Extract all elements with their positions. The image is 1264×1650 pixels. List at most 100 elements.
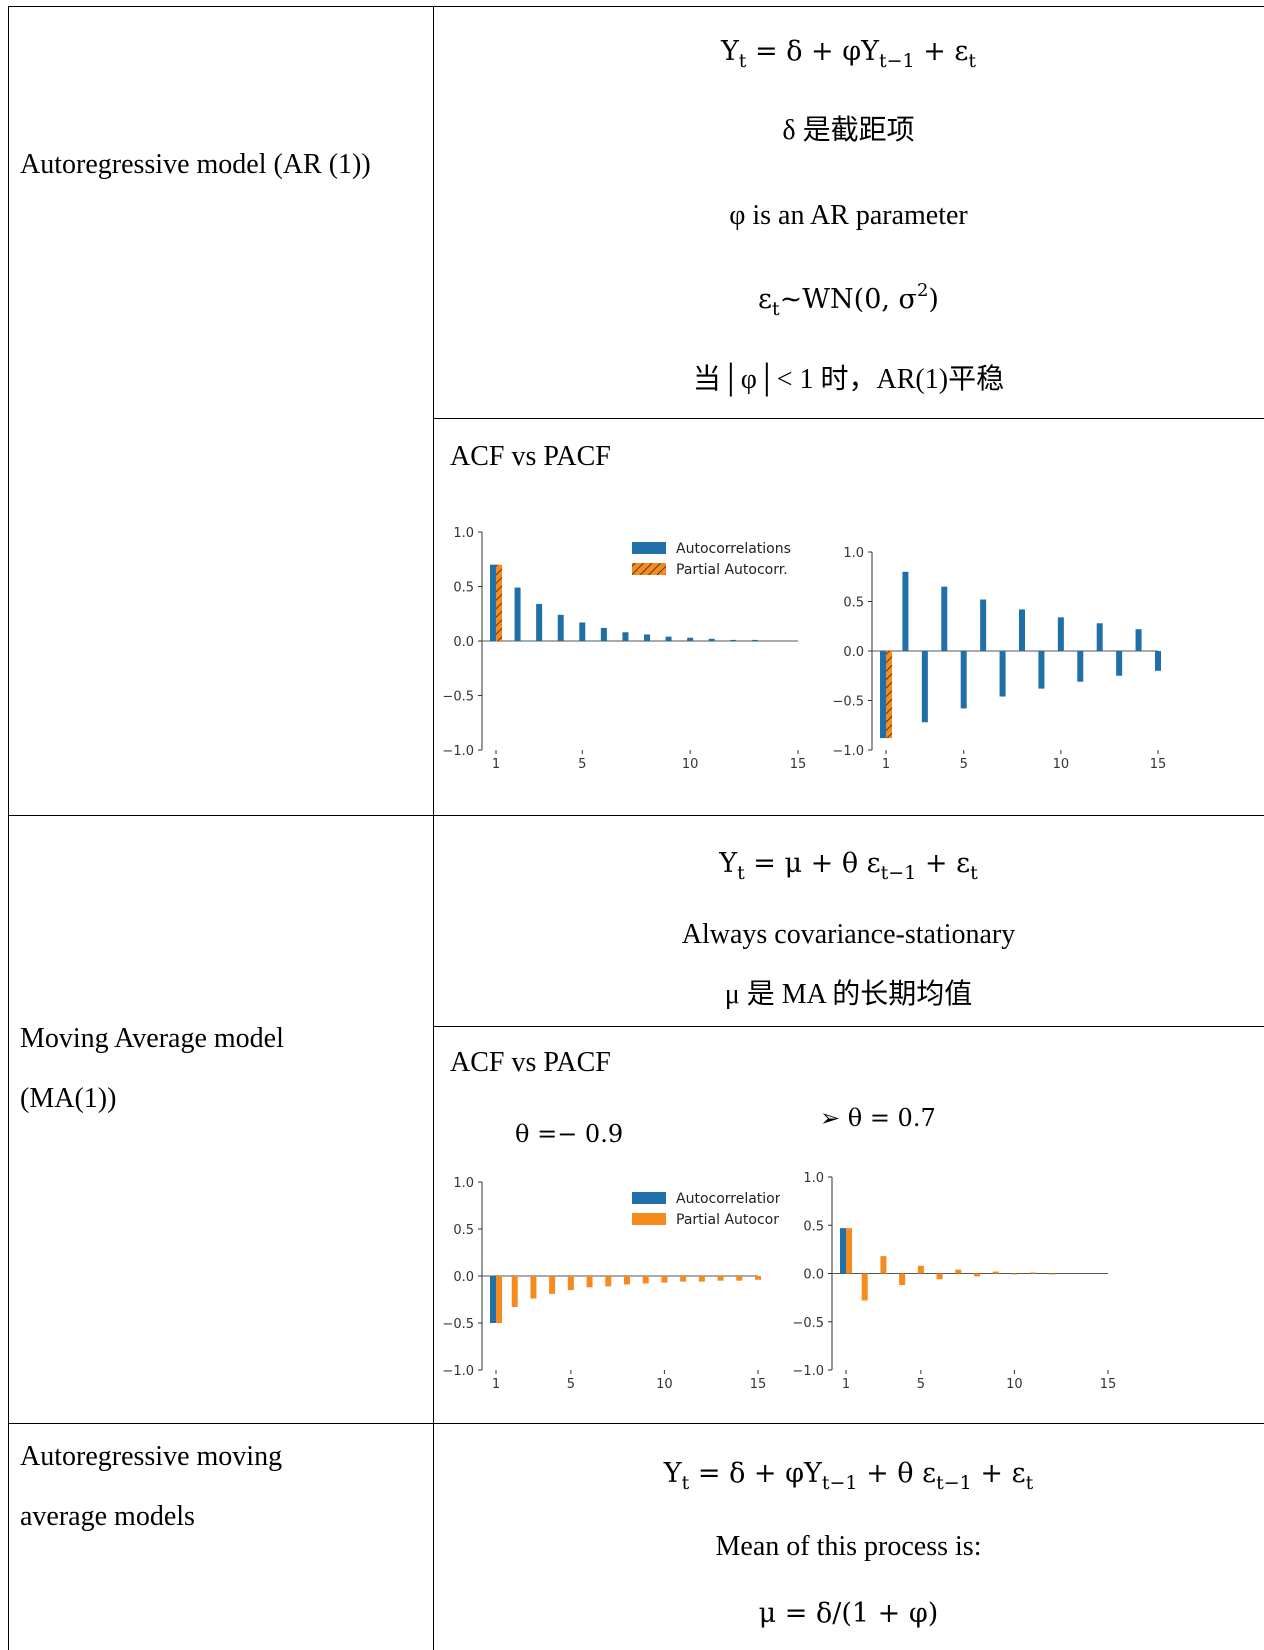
ar-intercept-line: δ 是截距项: [782, 115, 915, 146]
ma-formula-rhs: μ + θ ε: [784, 848, 881, 879]
y-tick-label: −1.0: [832, 744, 864, 759]
x-tick-label: 5: [578, 757, 586, 772]
arma-formula-mid-sub: t−1: [936, 1472, 972, 1494]
y-tick-label: −0.5: [442, 690, 474, 705]
legend-label-acf: Autocorrelations: [676, 541, 791, 557]
pacf-bar: [549, 1276, 556, 1294]
y-tick-label: −0.5: [442, 1317, 474, 1332]
pacf-bar: [511, 1276, 518, 1308]
pacf-bar: [974, 1273, 980, 1277]
pacf-bar: [530, 1276, 537, 1299]
ma-formula-lhs: Y: [719, 848, 738, 879]
ar-formula-tail-sub: t: [968, 50, 977, 72]
arma-model-label-line2: average models: [20, 1501, 195, 1532]
ar-noise-sub: t: [772, 298, 780, 320]
pacf-bar: [880, 1256, 887, 1274]
acf-bar: [665, 636, 672, 641]
acf-bar: [579, 622, 586, 641]
acf-bar: [1077, 651, 1084, 682]
y-tick-label: −0.5: [832, 695, 864, 710]
x-tick-label: 10: [656, 1377, 673, 1392]
arma-formula-rhs: δ + φY: [729, 1458, 822, 1489]
acf-bar: [921, 651, 928, 723]
ar-formula-lhs-sub: t: [738, 50, 747, 72]
ma-formula: Yt = μ + θ εt−1 + εt: [719, 848, 978, 884]
acf-bar: [1135, 629, 1142, 651]
pacf-bar: [736, 1276, 743, 1281]
pacf-bar: [605, 1276, 612, 1287]
ar-formula-rhs-sub: t−1: [878, 50, 915, 72]
y-tick-label: 1.0: [803, 1171, 824, 1186]
x-tick-label: 1: [492, 757, 500, 772]
ma-formula-tail: + ε: [916, 848, 971, 879]
acf-bar: [622, 632, 629, 641]
ar-stationarity-condition: 当│φ│< 1 时，AR(1)平稳: [692, 364, 1005, 395]
pacf-bar: [886, 651, 892, 739]
ar-noise-pre: ε: [758, 284, 773, 315]
acf-bar: [600, 627, 607, 641]
y-tick-label: −0.5: [792, 1316, 824, 1331]
pacf-bar: [1048, 1273, 1055, 1275]
acf-bar: [490, 1276, 496, 1323]
arma-formula-lhs: Y: [663, 1458, 682, 1489]
acf-bar: [751, 639, 758, 641]
pacf-bar: [755, 1276, 761, 1280]
acf-bar: [557, 614, 564, 641]
ar-formula-lhs: Y: [720, 36, 739, 67]
acf-bar: [960, 651, 967, 709]
acf-bar: [644, 634, 650, 641]
y-tick-label: 0.0: [843, 645, 864, 660]
x-tick-label: 10: [1006, 1377, 1023, 1392]
table-border-top: [8, 6, 1264, 7]
y-tick-label: 1.0: [453, 1176, 474, 1191]
row-divider-2: [8, 1423, 1264, 1424]
table-column-divider: [433, 6, 434, 1650]
x-tick-label: 15: [1100, 1377, 1117, 1392]
y-tick-label: −1.0: [442, 1364, 474, 1379]
ma-formula-rhs-sub: t−1: [880, 862, 917, 884]
legend-swatch-pacf: [632, 563, 666, 575]
pacf-bar: [642, 1276, 649, 1284]
y-tick-label: 1.0: [453, 526, 474, 541]
acf-bar: [902, 571, 909, 651]
ar-formula: Yt = δ + φYt−1 + εt: [720, 36, 977, 72]
arma-mean-formula: μ = δ/(1 + φ): [758, 1598, 939, 1629]
ar-noise-line: εt~WN(0, σ2): [433, 280, 1264, 321]
arma-formula-tail-sub: t: [1025, 1472, 1034, 1494]
ar-noise-mid: ~WN(0, σ: [779, 284, 917, 315]
ma-formula-tail-sub: t: [970, 862, 978, 884]
ar-noise-post: ): [928, 284, 939, 315]
acf-bar: [1116, 651, 1123, 676]
x-tick-label: 15: [1150, 757, 1167, 772]
ar-acf-title: ACF vs PACF: [450, 441, 611, 472]
ma-theta-right: ➢ θ = 0.7: [820, 1104, 936, 1132]
legend-swatch-pacf: [632, 1213, 666, 1225]
arma-formula-lhs-sub: t: [681, 1472, 690, 1494]
x-tick-label: 1: [492, 1377, 500, 1392]
arma-model-label-line1: Autoregressive moving: [20, 1441, 283, 1472]
acf-bar: [1057, 617, 1064, 651]
x-tick-label: 10: [682, 757, 699, 772]
acf-bar: [999, 651, 1006, 697]
x-tick-label: 1: [882, 757, 890, 772]
ma-formula-lhs-sub: t: [737, 862, 745, 884]
ar-positive-acf-chart: 1.00.50.0−0.5−1.01 5 10 15AutocorrelationsP…: [442, 526, 806, 772]
ma-negative-acf-chart: 1.00.50.0−0.5−1.01 5 10 15AutocorrelationsP…: [442, 1176, 780, 1392]
ar-formula-rhs: δ + φY: [786, 36, 879, 67]
legend-label-pacf: Partial Autocorr.: [676, 1212, 780, 1228]
pacf-bar: [567, 1276, 574, 1291]
ma-mean-line: μ 是 MA 的长期均值: [724, 979, 973, 1010]
legend-label-acf: Autocorrelations: [676, 1191, 780, 1207]
pacf-bar: [661, 1276, 668, 1283]
ma-model-label-line2: (MA(1)): [20, 1083, 117, 1114]
acf-bar: [880, 651, 886, 739]
x-tick-label: 10: [1053, 757, 1070, 772]
acf-bar: [708, 638, 715, 641]
legend-swatch-acf: [632, 542, 666, 554]
ma-acf-title: ACF vs PACF: [450, 1047, 611, 1078]
pacf-bar: [624, 1276, 630, 1285]
ma-positive-acf-chart: 1.00.50.0−0.5−1.01 5 10 15: [792, 1171, 1117, 1392]
row1-inner-divider: [433, 418, 1264, 419]
ma-stationary-line: Always covariance-stationary: [681, 919, 1016, 950]
pacf-bar: [955, 1269, 962, 1274]
